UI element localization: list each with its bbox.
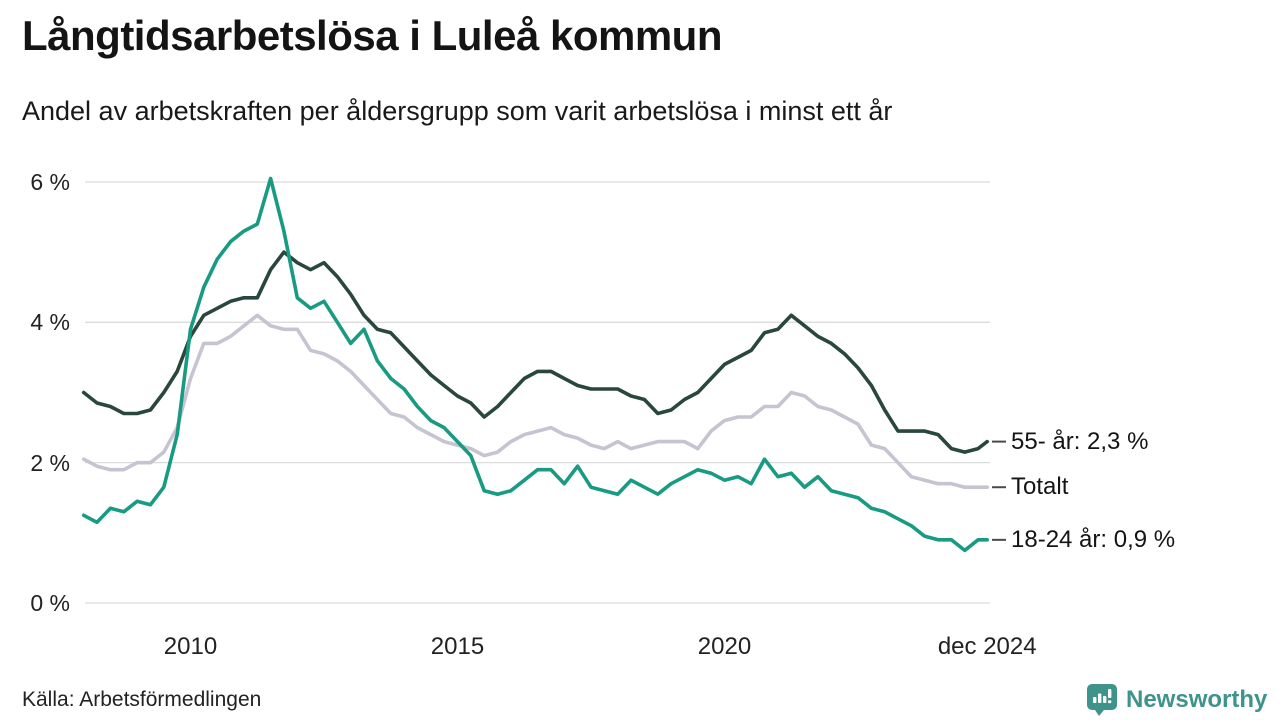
x-tick-label: 2015 bbox=[430, 633, 485, 660]
x-tick-label: 2010 bbox=[163, 633, 218, 660]
series-end-label: 55- år: 2,3 % bbox=[1011, 427, 1149, 455]
x-tick-label: 2020 bbox=[697, 633, 752, 660]
chart-bubble-icon bbox=[1087, 684, 1117, 716]
series-line-18-24-r bbox=[81, 176, 990, 553]
series-end-label: 18-24 år: 0,9 % bbox=[1011, 525, 1176, 553]
series-line-totalt bbox=[81, 313, 990, 490]
y-tick-label: 6 % bbox=[30, 168, 70, 195]
chart-subtitle: Andel av arbetskraften per åldersgrupp s… bbox=[22, 96, 893, 126]
x-tick-label: dec 2024 bbox=[937, 633, 1037, 660]
newsworthy-wordmark: Newsworthy bbox=[1126, 686, 1268, 713]
newsworthy-logo: Newsworthy bbox=[1086, 683, 1267, 717]
series-line-55-r bbox=[81, 250, 990, 454]
series-end-label: Totalt bbox=[1011, 473, 1069, 501]
y-tick-label: 2 % bbox=[30, 449, 70, 476]
y-tick-label: 4 % bbox=[30, 309, 70, 336]
chart-title: Långtidsarbetslösa i Luleå kommun bbox=[22, 12, 722, 59]
y-tick-label: 0 % bbox=[30, 590, 70, 616]
source-note: Källa: Arbetsförmedlingen bbox=[22, 688, 262, 711]
